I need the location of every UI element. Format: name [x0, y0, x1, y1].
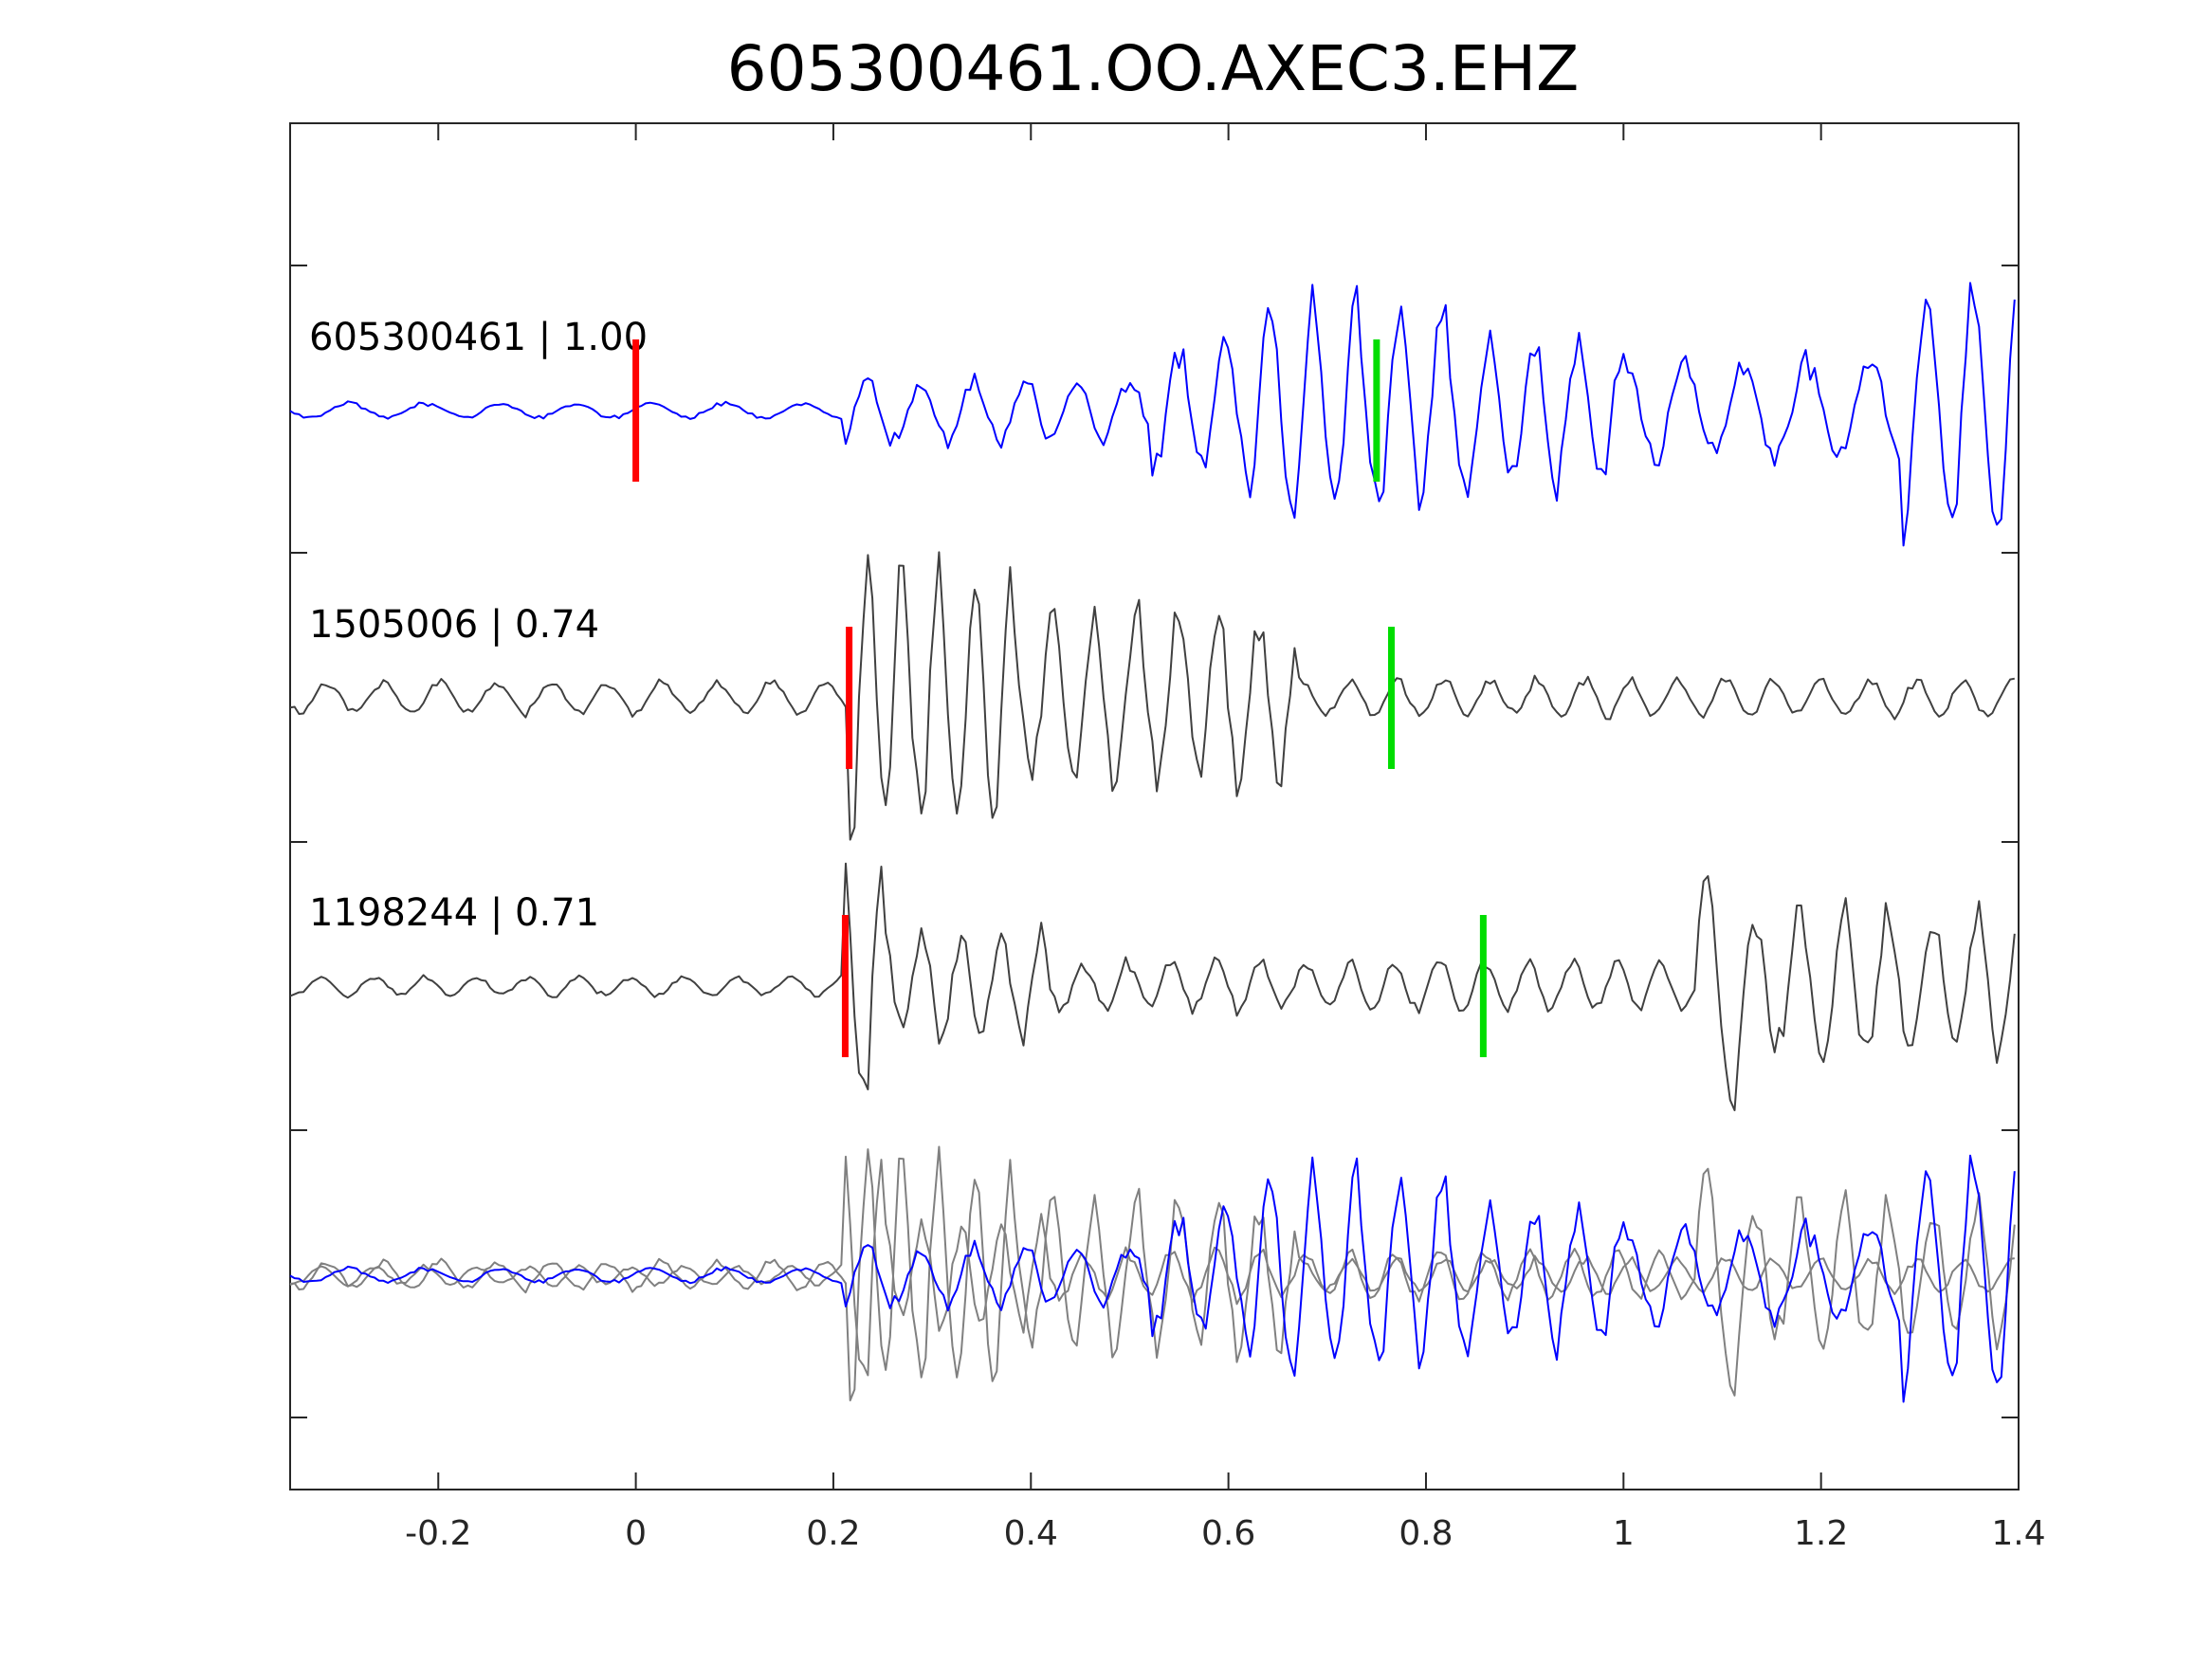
- trace-line-605300461: [289, 282, 2016, 547]
- trace-label-605300461: 605300461 | 1.00: [309, 316, 648, 359]
- x-tick-label: 0.2: [806, 1514, 860, 1553]
- overlay-trace-1505006: [289, 1145, 2015, 1401]
- trace-line-1505006: [289, 551, 2015, 841]
- plot-area: -0.2 0 0.2 0.4 0.6 0.8 1 1.2 1.4 605300461 | 1.00…: [289, 122, 2046, 1553]
- trace-line-1198244: [289, 862, 2016, 1111]
- trace-label-1198244: 1198244 | 0.71: [309, 891, 599, 935]
- trace-label-1505006: 1505006 | 0.74: [309, 603, 599, 647]
- x-tick-label: 0: [625, 1514, 647, 1553]
- overlay-trace-605300461: [289, 1154, 2016, 1403]
- x-tick-label: 1.4: [1991, 1514, 2045, 1553]
- axes-box: [289, 122, 2020, 1490]
- x-tick-label: 1.2: [1794, 1514, 1848, 1553]
- x-tick-label: 0.4: [1004, 1514, 1058, 1553]
- x-tick-label: -0.2: [405, 1514, 471, 1553]
- x-tick-label: 0.6: [1201, 1514, 1255, 1553]
- chart-title: 605300461.OO.AXEC3.EHZ: [727, 32, 1580, 105]
- x-tick-label: 0.8: [1398, 1514, 1453, 1553]
- x-tick-label: 1: [1613, 1514, 1635, 1553]
- overlay-trace-1198244: [289, 1155, 2016, 1397]
